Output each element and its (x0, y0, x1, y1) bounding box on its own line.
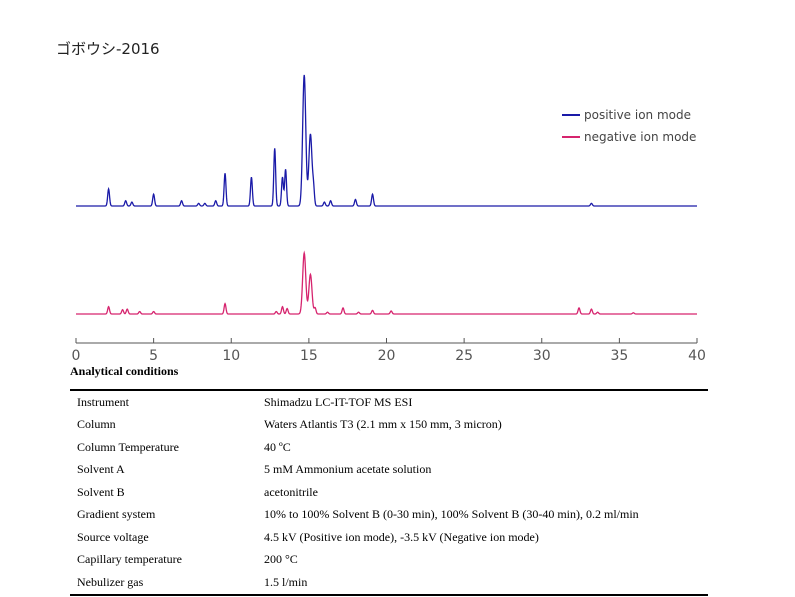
conditions-table: Instrument Shimadzu LC-IT-TOF MS ESI Colu… (70, 389, 708, 596)
legend-item-positive: positive ion mode (562, 104, 696, 126)
row-value: 40 ºC (264, 439, 291, 454)
table-row: Solvent A 5 mM Ammonium acetate solution (70, 459, 708, 482)
row-value: acetonitrile (264, 484, 318, 499)
row-value: Waters Atlantis T3 (2.1 mm x 150 mm, 3 m… (264, 417, 502, 432)
x-tick-label: 15 (300, 348, 318, 364)
x-tick-label: 20 (378, 348, 396, 364)
row-value: 4.5 kV (Positive ion mode), -3.5 kV (Neg… (264, 529, 539, 544)
x-tick-label: 10 (222, 348, 240, 364)
table-row: Column Temperature 40 ºC (70, 436, 708, 459)
row-label: Gradient system (77, 507, 156, 522)
series-line-positive (76, 74, 697, 207)
row-value: 200 °C (264, 552, 298, 567)
x-tick-label: 30 (533, 348, 551, 364)
series-line-negative (76, 250, 697, 315)
table-row: Gradient system 10% to 100% Solvent B (0-… (70, 504, 708, 527)
row-label: Column (77, 417, 116, 432)
table-row: Capillary temperature 200 °C (70, 549, 708, 572)
row-label: Solvent B (77, 484, 125, 499)
legend-label-negative: negative ion mode (584, 130, 697, 144)
conditions-heading: Analytical conditions (70, 364, 179, 378)
row-value: 1.5 l/min (264, 574, 308, 589)
row-label: Nebulizer gas (77, 574, 144, 589)
table-row: Nebulizer gas 1.5 l/min (70, 571, 708, 595)
x-tick-label: 25 (455, 348, 473, 364)
x-tick-label: 35 (610, 348, 628, 364)
row-label: Instrument (77, 394, 129, 409)
legend-swatch-positive (562, 114, 580, 116)
legend: positive ion mode negative ion mode (562, 104, 696, 148)
row-value: 5 mM Ammonium acetate solution (264, 462, 432, 477)
table-row: Source voltage 4.5 kV (Positive ion mode)… (70, 526, 708, 549)
row-label: Source voltage (77, 529, 149, 544)
x-tick-label: 0 (72, 348, 81, 364)
row-label: Column Temperature (77, 439, 179, 454)
table-row: Instrument Shimadzu LC-IT-TOF MS ESI (70, 390, 708, 414)
legend-swatch-negative (562, 136, 580, 138)
row-label: Capillary temperature (77, 552, 182, 567)
table-row: Solvent B acetonitrile (70, 481, 708, 504)
table-row: Column Waters Atlantis T3 (2.1 mm x 150 m… (70, 414, 708, 437)
legend-label-positive: positive ion mode (584, 108, 692, 122)
row-value: Shimadzu LC-IT-TOF MS ESI (264, 394, 413, 409)
x-tick-label: 40 (688, 348, 706, 364)
x-tick-label: 5 (149, 348, 158, 364)
row-label: Solvent A (77, 462, 125, 477)
chart-title: ゴボウシ-2016 (56, 40, 160, 58)
row-value: 10% to 100% Solvent B (0-30 min), 100% S… (264, 507, 639, 522)
legend-item-negative: negative ion mode (562, 126, 696, 148)
chromatogram-chart: 0 5 10 15 20 25 30 35 40 (72, 74, 706, 364)
